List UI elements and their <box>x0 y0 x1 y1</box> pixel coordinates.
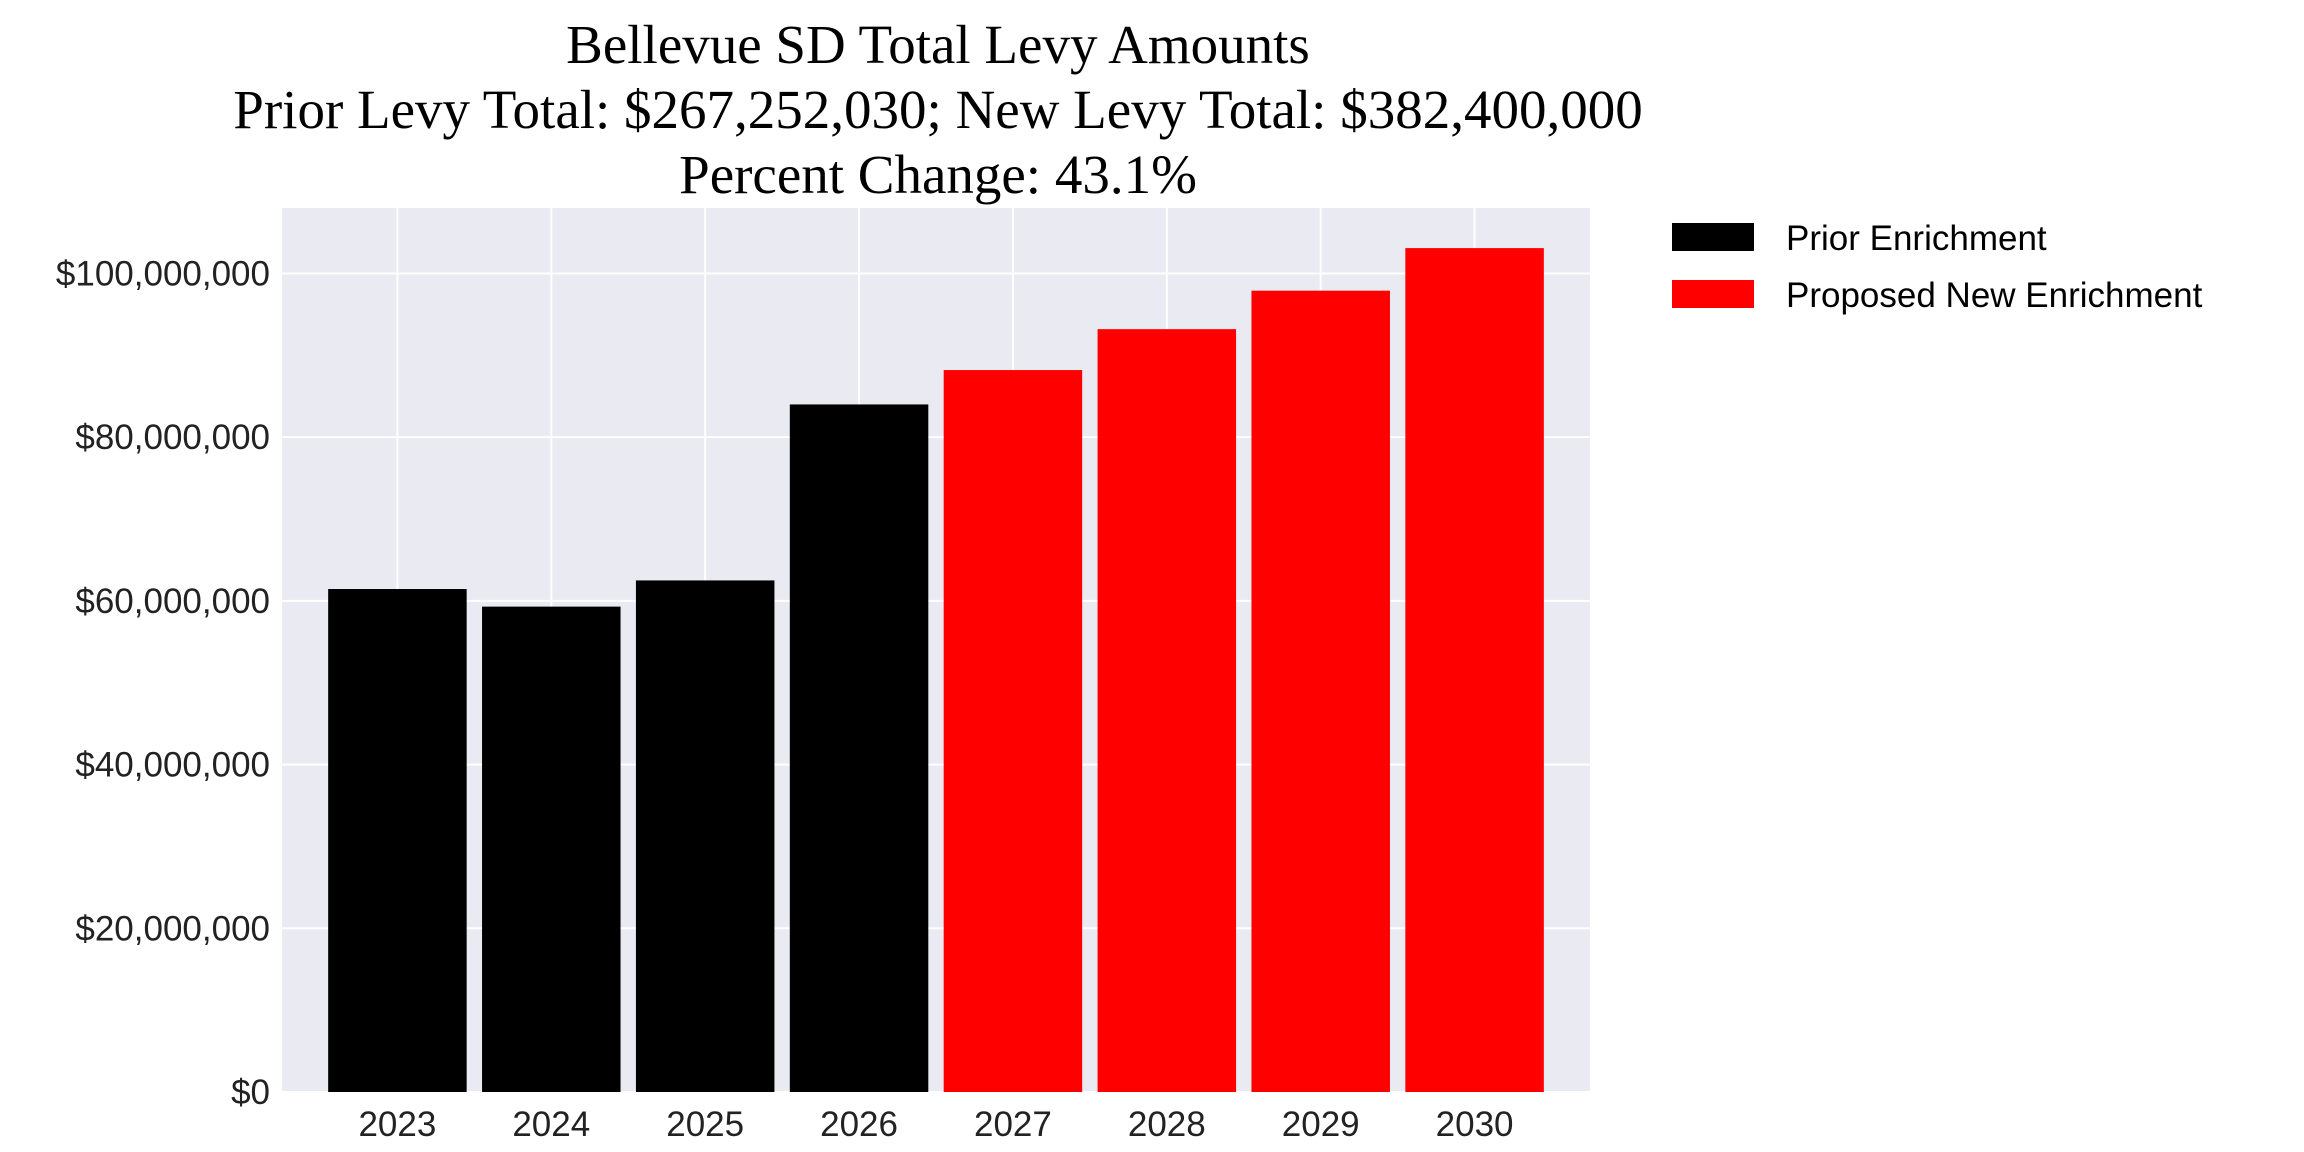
x-tick-label: 2027 <box>974 1105 1052 1144</box>
bar-2030 <box>1405 248 1544 1092</box>
x-tick-label: 2025 <box>666 1105 744 1144</box>
plot-area <box>282 208 1590 1092</box>
x-tick-label: 2030 <box>1436 1105 1514 1144</box>
legend-label-proposed: Proposed New Enrichment <box>1786 276 2203 315</box>
bar-2027 <box>943 370 1083 1093</box>
legend-swatch-proposed <box>1672 280 1754 308</box>
y-tick-label: $60,000,000 <box>75 582 270 621</box>
y-tick-label: $0 <box>231 1073 270 1112</box>
y-tick-label: $20,000,000 <box>75 909 270 948</box>
chart-title-line-2: Prior Levy Total: $267,252,030; New Levy… <box>233 79 1642 140</box>
x-tick-label: 2026 <box>820 1105 898 1144</box>
x-tick-label: 2028 <box>1128 1105 1206 1144</box>
legend-label-prior: Prior Enrichment <box>1786 219 2047 258</box>
bar-2024 <box>482 606 621 1092</box>
chart-title-line-1: Bellevue SD Total Levy Amounts <box>566 14 1310 75</box>
x-tick-label: 2023 <box>358 1105 436 1144</box>
bar-2026 <box>789 404 929 1092</box>
legend: Prior Enrichment Proposed New Enrichment <box>1672 219 2203 315</box>
bar-2025 <box>635 580 775 1092</box>
legend-swatch-prior <box>1672 223 1754 251</box>
bar-2029 <box>1251 290 1390 1092</box>
chart-title-line-3: Percent Change: 43.1% <box>679 144 1197 205</box>
y-tick-label: $100,000,000 <box>56 254 270 293</box>
y-tick-label: $40,000,000 <box>75 746 270 785</box>
bar-2023 <box>328 589 467 1092</box>
y-tick-label: $80,000,000 <box>75 418 270 457</box>
x-tick-label: 2029 <box>1282 1105 1360 1144</box>
bar-2028 <box>1097 329 1237 1092</box>
x-tick-label: 2024 <box>512 1105 590 1144</box>
